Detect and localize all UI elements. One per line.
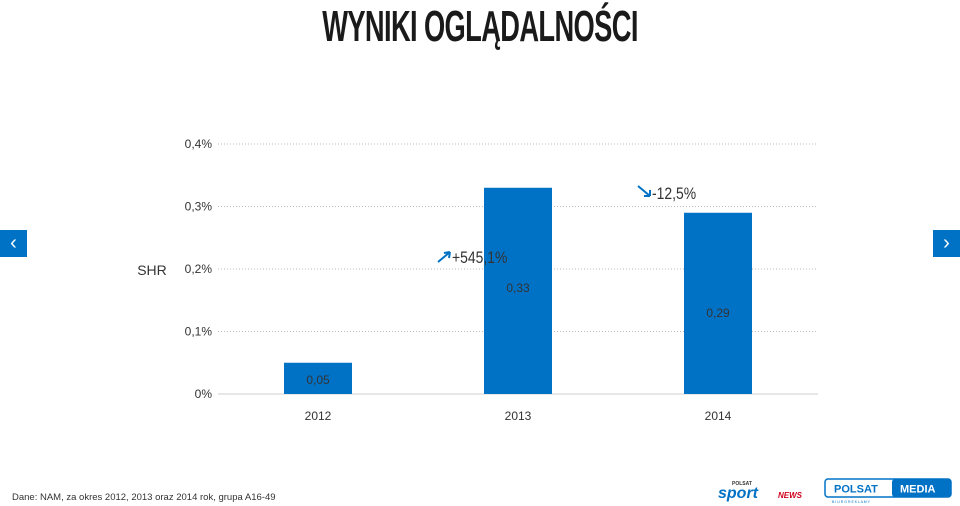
change-annotation: -12,5% <box>652 185 696 204</box>
change-annotation: +545,1% <box>452 249 508 268</box>
prev-slide-button[interactable]: ‹ <box>0 230 27 257</box>
logo-media-right-text: MEDIA <box>900 484 936 496</box>
chevron-left-icon: ‹ <box>10 232 17 254</box>
data-source-note: Dane: NAM, za okres 2012, 2013 oraz 2014… <box>12 492 276 503</box>
data-label: 0,05 <box>306 373 330 387</box>
x-tick-label: 2014 <box>705 409 732 423</box>
next-slide-button[interactable]: › <box>933 230 960 257</box>
polsat-media-logo: POLSAT MEDIA B I U R O R E K L A M Y <box>824 478 952 504</box>
page-title: WYNIKI OGLĄDALNOŚCI <box>322 2 638 51</box>
y-tick-label: 0,4% <box>185 137 213 151</box>
y-tick-label: 0,2% <box>185 262 213 276</box>
y-axis-title: SHR <box>137 262 167 278</box>
y-tick-label: 0,1% <box>185 325 213 339</box>
y-tick-label: 0% <box>195 387 213 401</box>
data-label: 0,29 <box>706 306 730 320</box>
logo-sport-main-text: sport <box>718 485 759 502</box>
logo-sport-top-text: POLSAT <box>732 481 752 487</box>
x-tick-label: 2013 <box>505 409 532 423</box>
bar <box>684 212 752 394</box>
x-tick-label: 2012 <box>305 409 332 423</box>
logo-sport-sub-text: NEWS <box>778 491 803 500</box>
chevron-right-icon: › <box>943 232 950 254</box>
arrow-up-icon <box>437 251 451 263</box>
bar <box>284 362 352 394</box>
logo-media-sub-text: B I U R O R E K L A M Y <box>832 500 871 504</box>
logo-media-left-text: POLSAT <box>834 484 878 496</box>
y-tick-label: 0,3% <box>185 200 213 214</box>
arrow-down-icon <box>637 185 651 197</box>
bar <box>484 187 552 394</box>
polsat-sport-news-logo: POLSAT sport NEWS <box>718 481 803 502</box>
data-label: 0,33 <box>506 281 530 295</box>
